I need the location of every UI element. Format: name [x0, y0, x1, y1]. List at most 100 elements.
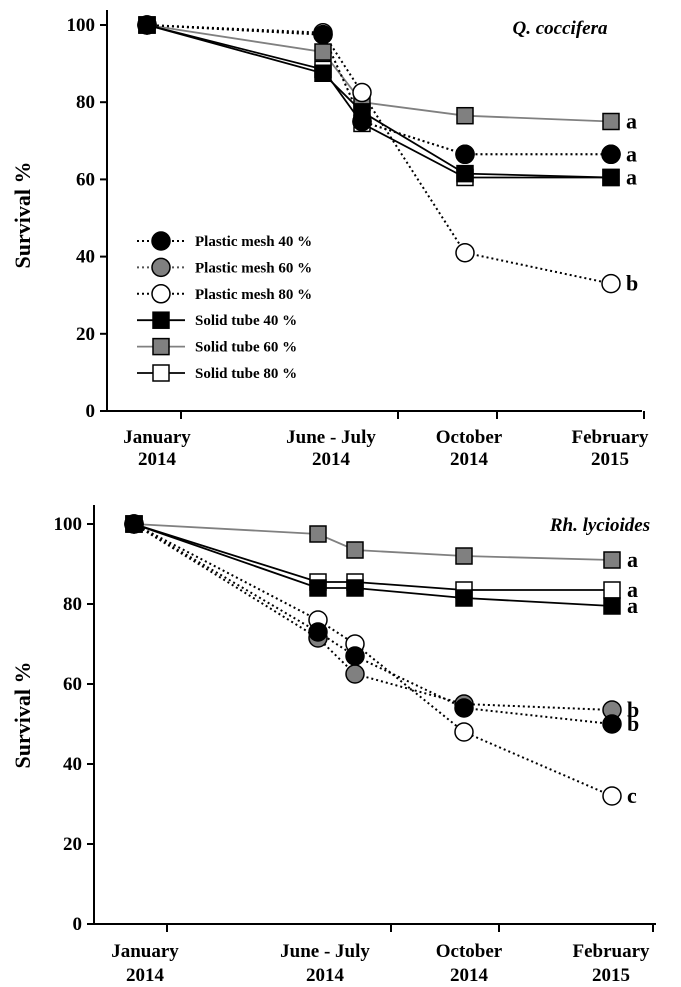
data-point	[314, 43, 332, 61]
series-markers	[125, 515, 621, 569]
data-point	[601, 144, 621, 165]
y-tick-label: 60	[76, 169, 95, 190]
data-point	[352, 111, 372, 132]
data-point	[603, 551, 621, 569]
data-point	[454, 722, 474, 742]
significance-letter: b	[627, 711, 639, 736]
x-category-label: February	[572, 941, 650, 962]
legend-marker	[152, 364, 170, 382]
x-category-year: 2014	[450, 449, 489, 470]
x-category-label: June - July	[280, 941, 370, 962]
x-category-label: October	[436, 941, 503, 962]
y-tick-label: 20	[76, 324, 95, 345]
x-category-year: 2014	[306, 965, 345, 986]
series-markers	[124, 514, 622, 720]
data-point	[345, 664, 365, 684]
y-axis-title: Survival %	[10, 162, 35, 269]
legend-entry: Solid tube 60 %	[195, 340, 297, 356]
data-point	[456, 106, 474, 125]
data-point	[124, 514, 144, 534]
data-point	[602, 786, 622, 806]
data-point	[454, 698, 474, 718]
legend-marker	[151, 284, 171, 304]
x-category-year: 2015	[591, 449, 629, 470]
data-point	[602, 714, 622, 734]
y-tick-label: 100	[67, 15, 96, 36]
legend-entry: Solid tube 40 %	[195, 313, 297, 329]
y-tick-label: 60	[63, 674, 82, 695]
data-point	[352, 82, 372, 103]
data-point	[603, 597, 621, 615]
y-tick-label: 80	[76, 92, 95, 113]
significance-letter: a	[627, 547, 638, 572]
x-category-label: February	[571, 427, 649, 448]
series-line	[133, 523, 613, 607]
series-line	[133, 523, 613, 711]
data-point	[346, 541, 364, 559]
x-category-label: January	[111, 941, 179, 962]
series-line	[133, 523, 613, 725]
significance-letter: c	[627, 783, 637, 808]
x-category-year: 2014	[312, 449, 351, 470]
significance-letter: a	[627, 577, 638, 602]
series-markers	[137, 15, 621, 165]
data-point	[456, 164, 474, 183]
y-tick-label: 0	[73, 914, 83, 935]
legend-entry: Plastic mesh 80 %	[195, 287, 312, 303]
data-point	[345, 646, 365, 666]
legend-entry: Plastic mesh 60 %	[195, 260, 312, 276]
x-category-year: 2014	[138, 449, 177, 470]
series-line	[133, 523, 613, 561]
series-line	[133, 523, 613, 797]
chart-title: Rh. lycioides	[549, 515, 650, 536]
data-point	[314, 64, 332, 82]
legend-marker	[152, 311, 170, 329]
x-category-year: 2014	[126, 965, 165, 986]
legend: Plastic mesh 40 % Plastic mesh 60 % Plasti…	[137, 231, 312, 382]
data-point	[455, 547, 473, 565]
data-point	[309, 525, 327, 543]
significance-letter: a	[627, 593, 638, 618]
series-line	[133, 523, 612, 591]
series-markers	[125, 515, 621, 615]
x-category-label: October	[436, 427, 503, 448]
data-point	[455, 242, 475, 263]
significance-letter: a	[626, 141, 637, 166]
x-category-label: June - July	[286, 427, 376, 448]
data-point	[603, 581, 621, 599]
x-category-label: January	[123, 427, 191, 448]
y-tick-label: 100	[54, 514, 83, 535]
legend-marker	[151, 257, 171, 278]
y-tick-label: 80	[63, 594, 82, 615]
chart-title: Q. coccifera	[513, 18, 608, 39]
series-markers	[124, 514, 622, 734]
significance-letter: b	[627, 697, 639, 722]
x-category-year: 2015	[592, 965, 630, 986]
significance-letter: a	[626, 164, 637, 189]
legend-marker	[152, 337, 170, 356]
data-point	[602, 168, 620, 187]
y-tick-label: 0	[86, 401, 96, 422]
y-tick-label: 40	[76, 247, 95, 268]
y-tick-label: 40	[63, 754, 82, 775]
y-axis-title: Survival %	[10, 662, 35, 769]
series-line	[146, 24, 612, 123]
significance-letter: b	[626, 271, 638, 296]
data-point	[455, 589, 473, 607]
data-point	[455, 144, 475, 165]
x-category-year: 2014	[450, 965, 489, 986]
legend-entry: Plastic mesh 40 %	[195, 234, 312, 250]
chart-panel-2: 0 20 40 60 80 100 January 2014 June - July 2014 Oc…	[10, 505, 656, 986]
series-markers	[137, 15, 621, 294]
legend-marker	[151, 231, 171, 251]
data-point	[137, 15, 157, 35]
y-tick-label: 20	[63, 834, 82, 855]
data-point	[309, 579, 327, 597]
data-point	[308, 622, 328, 642]
data-point	[601, 273, 621, 294]
significance-letter: a	[626, 109, 637, 134]
data-point	[602, 112, 620, 131]
legend-entry: Solid tube 80 %	[195, 366, 297, 382]
